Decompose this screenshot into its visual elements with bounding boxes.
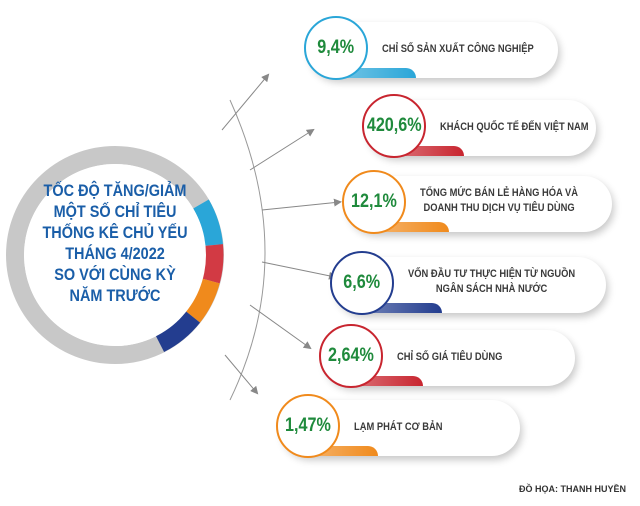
indicator-value: 9,4% [317,37,355,58]
arrow-1 [221,73,270,131]
indicator-bar [364,222,449,232]
indicator-ring: 1,47% [276,394,340,458]
indicator-label: LẠM PHÁT CƠ BẢN [354,420,442,435]
indicator-label-line: NGÂN SÁCH NHÀ NƯỚC [435,283,548,295]
indicator-label-line: TỔNG MỨC BÁN LẺ HÀNG HÓA VÀ [420,187,579,199]
indicator-ring: 6,6% [330,251,394,315]
title-line: MỘT SỐ CHỈ TIÊU [53,202,177,221]
indicator-label-line: VỐN ĐẦU TƯ THỰC HIỆN TỪ NGUỒN [408,268,576,280]
indicator-label: VỐN ĐẦU TƯ THỰC HIỆN TỪ NGUỒN NGÂN SÁCH N… [408,267,575,297]
indicator-label-line: CHỈ SỐ GIÁ TIÊU DÙNG [397,351,503,363]
title-line: TỐC ĐỘ TĂNG/GIẢM [43,181,187,200]
hub-segment-orange [185,278,220,323]
indicator-label: CHỈ SỐ GIÁ TIÊU DÙNG [397,350,502,365]
indicator-ring: 9,4% [304,16,368,80]
arrow-2 [249,128,315,171]
indicator-label-line: CHỈ SỐ SẢN XUẤT CÔNG NGHIỆP [382,43,534,55]
indicator-bar [298,446,378,456]
indicator-bar [384,146,464,156]
indicator-label: KHÁCH QUỐC TẾ ĐẾN VIỆT NAM [440,120,589,135]
indicator-bar [341,376,423,386]
indicator-value: 6,6% [343,272,381,293]
indicator-label: CHỈ SỐ SẢN XUẤT CÔNG NGHIỆP [382,42,534,57]
indicator-value: 2,64% [328,345,374,366]
indicator-value: 1,47% [285,415,331,436]
arc-bracket [229,99,266,401]
hub-title: TỐC ĐỘ TĂNG/GIẢM MỘT SỐ CHỈ TIÊU THỐNG K… [34,180,196,306]
title-line: THỐNG KÊ CHỦ YẾU [42,223,188,242]
indicator-label-line: KHÁCH QUỐC TẾ ĐẾN VIỆT NAM [440,121,589,133]
hub-segment-navy [155,311,201,353]
title-line: THÁNG 4/2022 [65,244,165,263]
indicator-bar [352,303,442,313]
arrow-6 [224,354,259,395]
title-line: NĂM TRƯỚC [69,286,161,305]
indicator-ring: 12,1% [342,170,406,234]
indicator-ring: 2,64% [319,324,383,388]
indicator-ring: 420,6% [362,94,426,158]
arrow-4 [261,261,337,280]
indicator-label-line: DOANH THU DỊCH VỤ TIÊU DÙNG [423,202,575,214]
credit: ĐỒ HỌA: THANH HUYỀN [519,484,626,494]
arrow-3 [261,198,342,211]
indicator-value: 420,6% [366,115,422,136]
arrow-5 [249,304,312,350]
indicator-label: TỔNG MỨC BÁN LẺ HÀNG HÓA VÀ DOANH THU DỊC… [420,186,578,216]
indicator-label-line: LẠM PHÁT CƠ BẢN [354,421,443,433]
indicator-value: 12,1% [351,191,397,212]
indicator-bar [326,68,416,78]
hub-segment-red [202,244,224,284]
hub-segment-cyan [193,199,223,247]
hub-circle [6,146,224,364]
title-line: SO VỚI CÙNG KỲ [54,265,176,284]
